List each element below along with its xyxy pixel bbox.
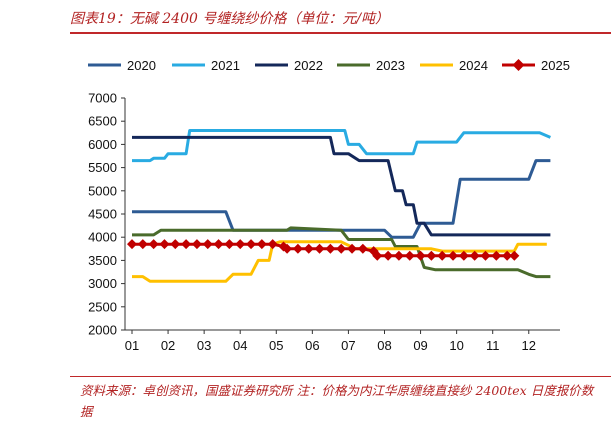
series-point-2025 [256, 239, 267, 250]
series-point-2025 [509, 250, 520, 261]
series-point-2025 [127, 239, 137, 250]
series-line-2023 [132, 226, 551, 279]
series-point-2025 [448, 250, 459, 261]
series-point-2025 [282, 243, 293, 254]
y-tick-label: 7000 [88, 91, 117, 106]
source-note: 资料来源：卓创资讯，国盛证券研究所 注：价格为内江华原缠绕直接纱 2400tex… [80, 383, 594, 419]
x-tick-label: 01 [125, 338, 139, 353]
bottom-rule [70, 376, 611, 377]
y-tick-label: 4000 [88, 230, 117, 245]
series-point-2025 [224, 239, 235, 250]
x-tick-label: 12 [522, 338, 536, 353]
y-tick-label: 3500 [88, 253, 117, 268]
series-point-2025 [213, 239, 224, 250]
x-axis: 01 02 03 04 05 06 07 08 09 10 11 12 [125, 329, 560, 353]
y-tick-label: 5000 [88, 183, 117, 198]
legend-label-2025: 2025 [541, 58, 570, 73]
series-line-2022 [132, 135, 551, 237]
y-tick-label: 6500 [88, 114, 117, 129]
series-point-2025 [372, 250, 383, 261]
series-point-2025 [246, 239, 257, 250]
series-point-2025 [502, 250, 513, 261]
series-point-2025 [437, 250, 448, 261]
series-point-2025 [404, 250, 415, 261]
series-point-2025 [325, 243, 336, 254]
series-point-2025 [148, 239, 159, 250]
series-point-2025 [170, 239, 181, 250]
x-tick-label: 11 [486, 338, 500, 353]
legend-label-2021: 2021 [211, 58, 240, 73]
series-line-2020 [132, 159, 551, 239]
x-tick-label: 06 [305, 338, 319, 353]
series-lines [127, 129, 551, 283]
series-point-2025 [480, 250, 491, 261]
series-point-2025 [336, 243, 347, 254]
series-point-2025 [159, 239, 170, 250]
figure-title: 图表19：无碱 2400 号缠绕纱价格（单位：元/吨） [70, 11, 390, 27]
series-point-2025 [415, 250, 426, 261]
series-point-2025 [314, 243, 325, 254]
series-point-2025 [137, 239, 148, 250]
y-tick-label: 4500 [88, 207, 117, 222]
y-tick-label: 5500 [88, 160, 117, 175]
y-tick-label: 3000 [88, 276, 117, 291]
series-point-2025 [357, 243, 368, 254]
x-tick-label: 02 [161, 338, 175, 353]
series-point-2025 [202, 239, 213, 250]
y-tick-label: 2500 [88, 299, 117, 314]
series-point-2025 [393, 250, 404, 261]
legend-marker-2025 [512, 59, 525, 71]
y-axis: 2000 2500 3000 3500 4000 4500 5000 5500 6000 6500… [88, 91, 126, 338]
x-tick-label: 07 [341, 338, 355, 353]
series-point-2025 [292, 243, 303, 254]
series-point-2025 [458, 250, 469, 261]
y-tick-label: 2000 [88, 323, 117, 338]
series-point-2025 [267, 239, 278, 250]
series-point-2025 [426, 250, 437, 261]
series-line-2021 [132, 129, 551, 163]
series-point-2025 [469, 250, 480, 261]
x-tick-label: 08 [377, 338, 391, 353]
chart-legend: 2020 2021 2022 2023 2024 2025 [88, 58, 570, 73]
series-point-2025 [347, 243, 358, 254]
x-tick-label: 09 [413, 338, 427, 353]
line-chart: 2020 2021 2022 2023 2024 2025 2000 2500 3000 350… [88, 58, 570, 353]
legend-label-2020: 2020 [127, 58, 156, 73]
x-tick-label: 04 [233, 338, 247, 353]
x-tick-label: 05 [269, 338, 283, 353]
top-rule [70, 32, 611, 34]
series-point-2025 [235, 239, 246, 250]
legend-label-2022: 2022 [294, 58, 323, 73]
series-point-2025 [303, 243, 314, 254]
x-tick-label: 10 [449, 338, 463, 353]
y-tick-label: 6000 [88, 137, 117, 152]
series-point-2025 [383, 250, 394, 261]
legend-label-2023: 2023 [376, 58, 405, 73]
legend-label-2024: 2024 [459, 58, 488, 73]
series-point-2025 [491, 250, 502, 261]
series-point-2025 [181, 239, 192, 250]
x-tick-label: 03 [197, 338, 211, 353]
series-point-2025 [191, 239, 202, 250]
